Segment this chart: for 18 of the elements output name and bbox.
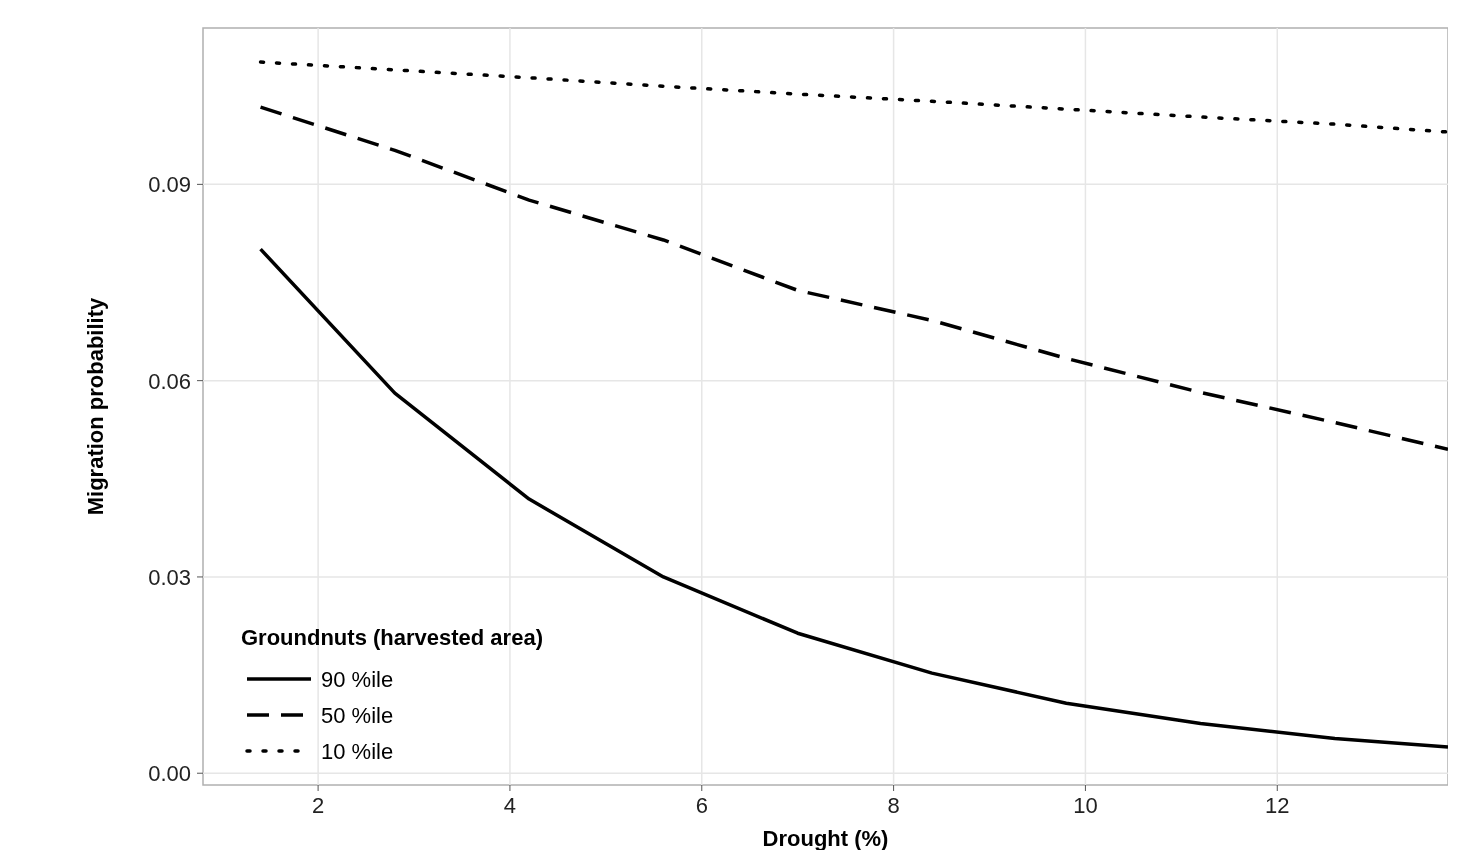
x-tick-label: 10 xyxy=(1073,793,1098,818)
y-tick-label: 0.03 xyxy=(148,564,191,590)
y-tick-label: 0.00 xyxy=(148,761,191,787)
y-tick-label: 0.06 xyxy=(148,368,191,394)
line-series xyxy=(258,60,1448,134)
legend-title: Groundnuts (harvested area) xyxy=(241,625,543,650)
x-tick-label: 4 xyxy=(503,793,517,818)
x-tick-label: 12 xyxy=(1265,793,1290,818)
x-tick-label: 8 xyxy=(887,793,900,818)
y-tick-label: 0.09 xyxy=(148,172,191,198)
legend-label: 90 %ile xyxy=(321,667,394,692)
x-axis-title: Drought (%) xyxy=(762,826,889,850)
x-tick-label: 6 xyxy=(695,793,708,818)
legend-label: 50 %ile xyxy=(321,703,394,728)
y-axis-title: Migration probability xyxy=(83,296,108,516)
legend-label: 10 %ile xyxy=(321,739,394,764)
x-tick-label: 2 xyxy=(311,793,325,818)
line-series xyxy=(258,105,1448,452)
